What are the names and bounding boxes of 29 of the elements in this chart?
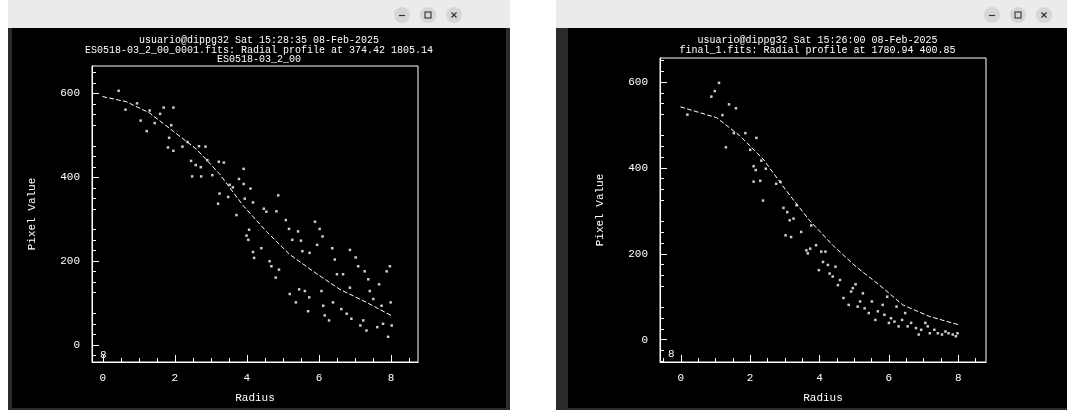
y-tick-label: 600 — [628, 76, 648, 89]
line-series — [102, 96, 392, 316]
x-axis-title: Radius — [803, 391, 843, 404]
x-tick-label: 4 — [816, 371, 824, 384]
x-tick-label: 6 — [315, 371, 323, 384]
x-tick-label: 8 — [954, 371, 962, 384]
x-tick-label: 6 — [885, 371, 893, 384]
y-tick-label: 200 — [60, 255, 80, 268]
chart-subtitle: final_1.fits: Radial profile at 1780.94 400.85 — [679, 45, 956, 56]
y-tick-label: 200 — [628, 247, 648, 260]
chart-title: usuario@dippg32 Sat 15:26:00 08-Feb-2025 — [697, 35, 938, 46]
y-tick-label: 400 — [60, 171, 80, 184]
line-series — [680, 106, 959, 326]
x-tick-label: 0 — [677, 371, 685, 384]
y-tick-label: 0 — [641, 333, 648, 346]
x-tick-label: 4 — [243, 371, 251, 384]
y-axis-title: Pixel Value — [593, 173, 606, 247]
x-tick-label: 8 — [387, 371, 395, 384]
y-axis-title: Pixel Value — [25, 177, 38, 251]
x-axis-title: Radius — [235, 391, 275, 404]
y-tick-label: 600 — [60, 87, 80, 100]
y-tick-label: 400 — [628, 161, 648, 174]
y-tick-label: 0 — [73, 339, 80, 352]
annotation: 8 — [668, 347, 675, 360]
chart-subtitle: ES0518-03_2_00_0001.fits: Radial profile at 374.42 1805.14 ES0518-03_2_00 — [84, 45, 434, 65]
x-tick-label: 0 — [99, 371, 107, 384]
x-tick-label: 2 — [746, 371, 754, 384]
chart-title: usuario@dippg32 Sat 15:28:35 08-Feb-2025 — [138, 35, 380, 46]
x-tick-label: 2 — [171, 371, 179, 384]
